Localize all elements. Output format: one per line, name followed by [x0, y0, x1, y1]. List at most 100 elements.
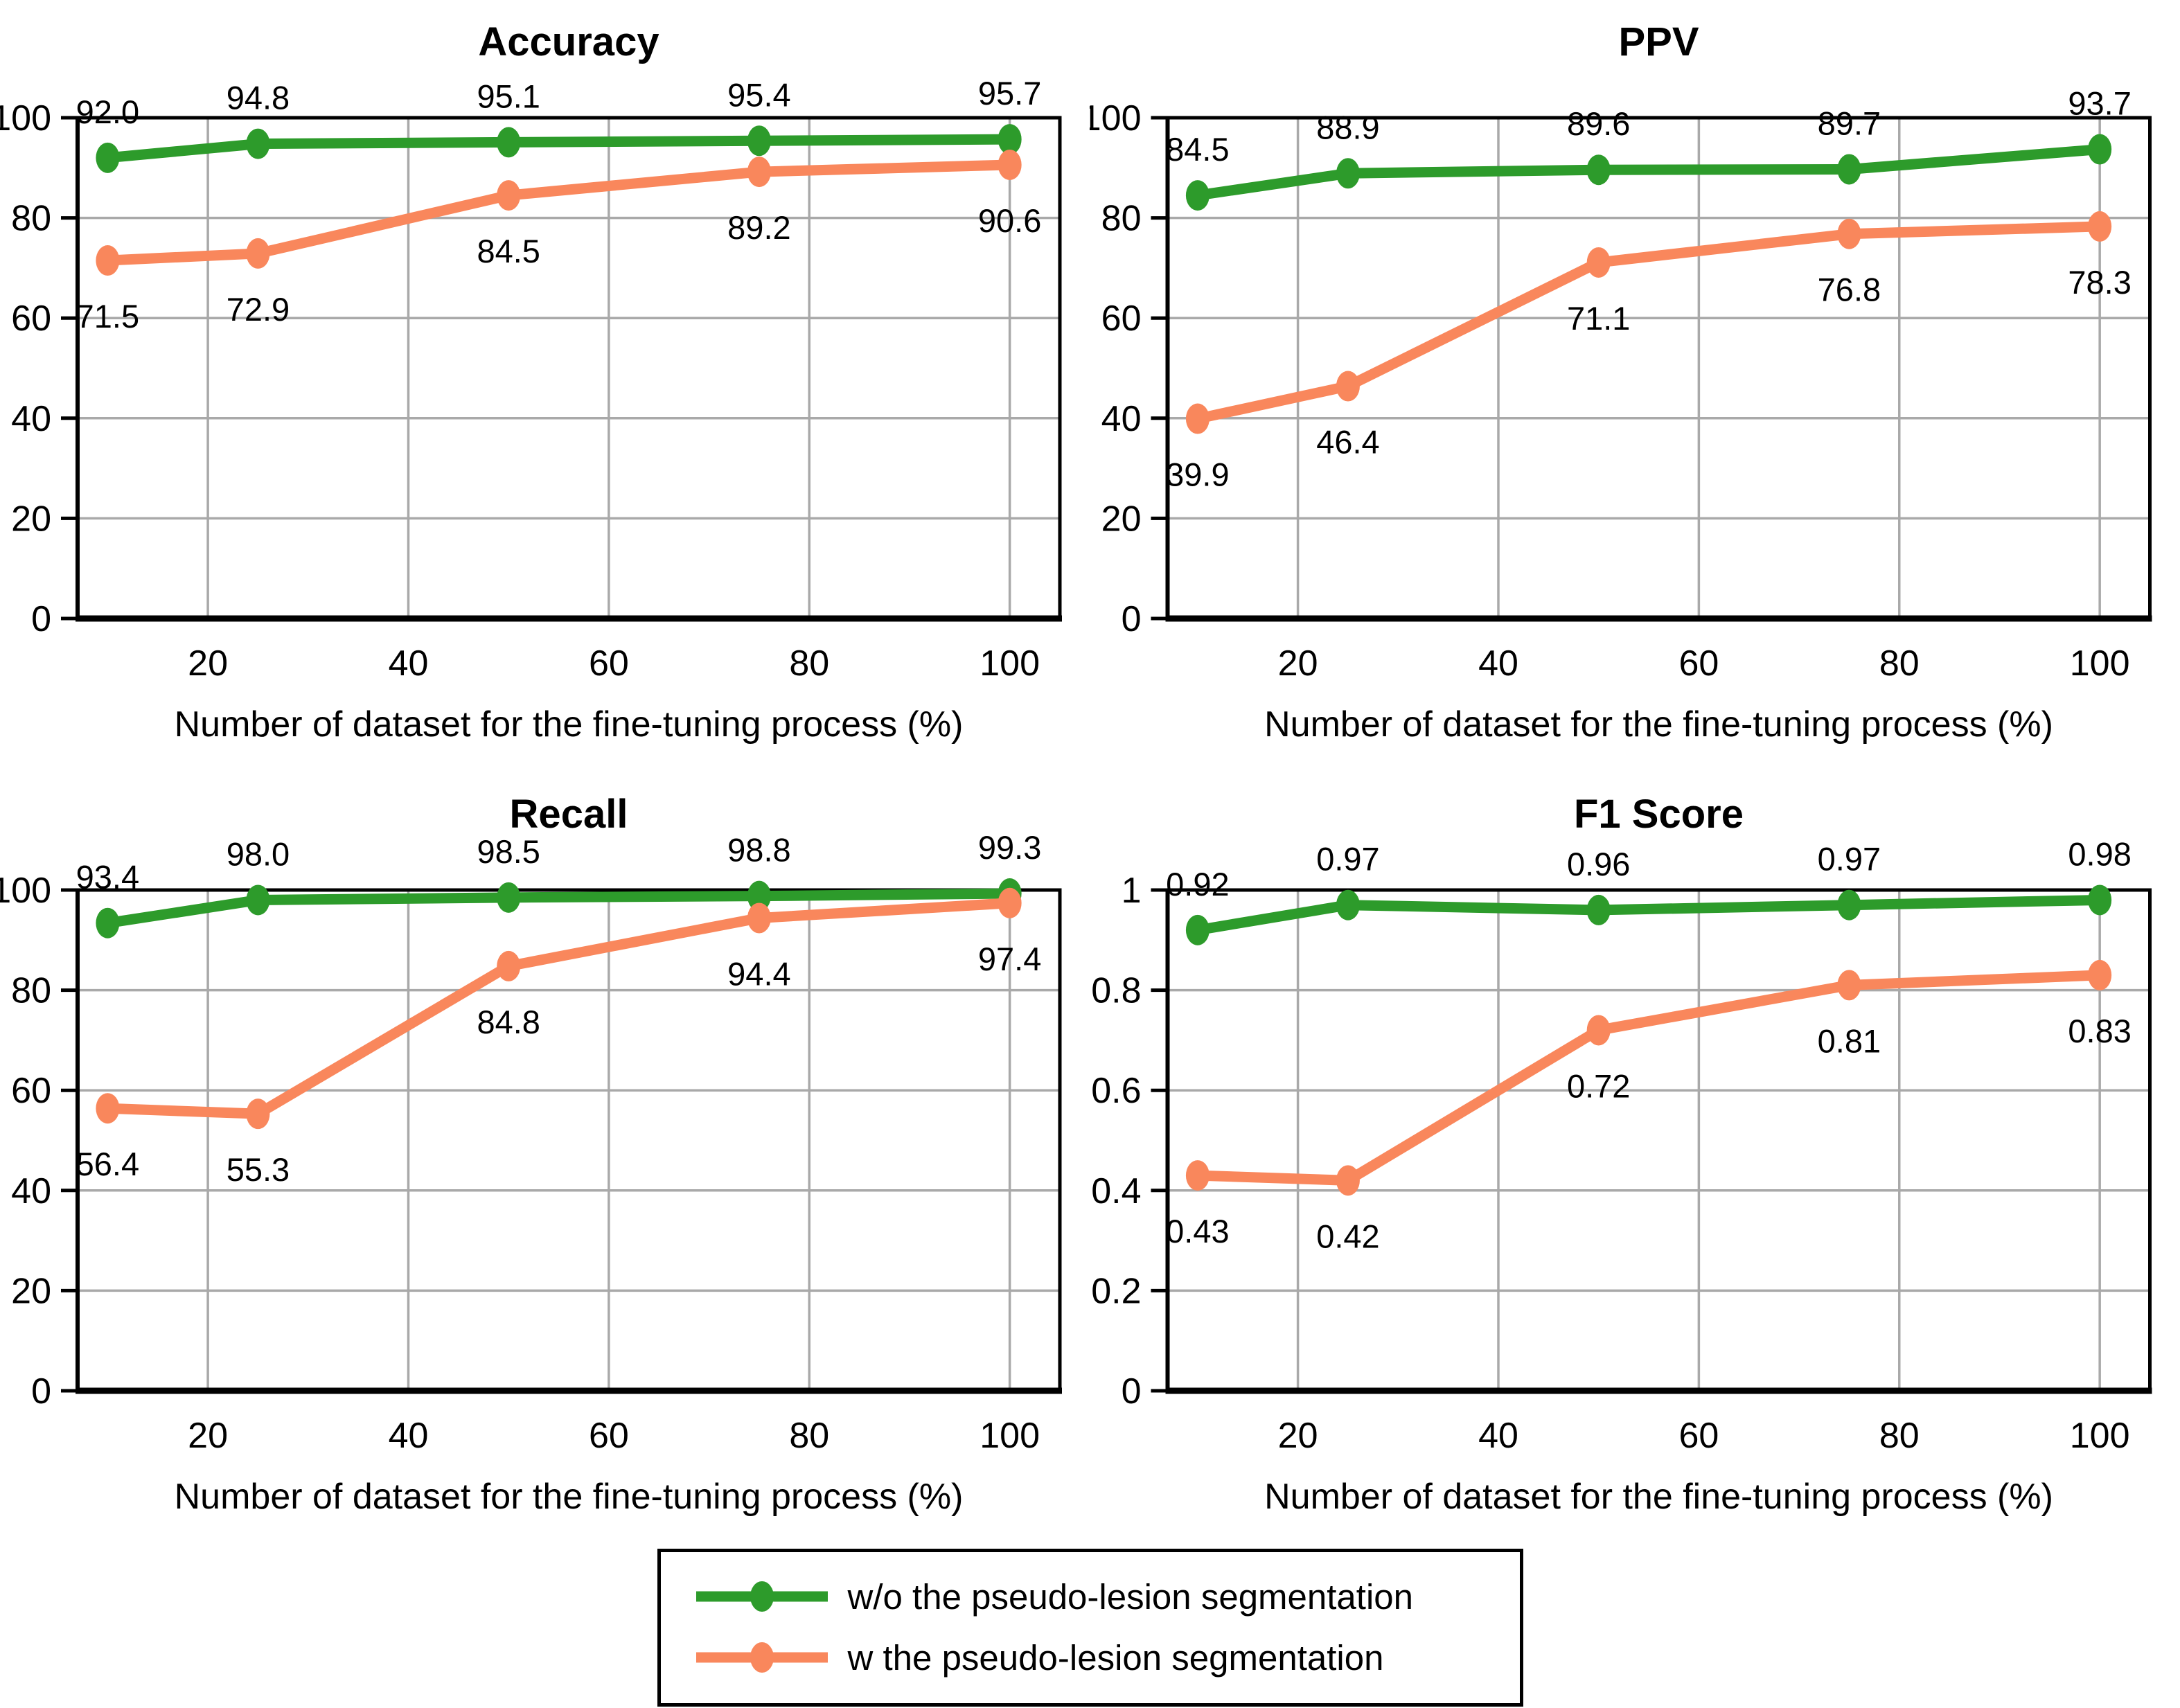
data-point-orange [1837, 218, 1861, 249]
data-label: 94.4 [727, 955, 790, 992]
y-tick-label: 40 [11, 399, 51, 439]
x-tick-label: 40 [1478, 1416, 1518, 1456]
data-label: 95.7 [978, 75, 1041, 112]
data-point-orange [747, 902, 771, 934]
x-tick-label: 100 [2070, 1416, 2130, 1456]
x-tick-label: 20 [1278, 1416, 1318, 1456]
data-label: 0.81 [1818, 1022, 1881, 1059]
data-label: 98.0 [227, 835, 290, 872]
x-axis-label: Number of dataset for the fine-tuning pr… [1264, 1477, 2053, 1517]
data-point-orange [246, 238, 270, 269]
data-label: 84.5 [477, 233, 540, 269]
data-point-orange [497, 180, 521, 211]
y-tick-label: 0.2 [1091, 1271, 1141, 1311]
data-point-orange [1837, 970, 1861, 1001]
recall-chart: 0 20 40 60 80 100 20 40 60 80 100 Recall Number of d… [0, 772, 1090, 1545]
x-tick-label: 80 [789, 1416, 829, 1456]
data-point-orange [246, 1098, 270, 1130]
x-tick-label: 20 [1278, 643, 1318, 684]
data-point-green [497, 127, 521, 158]
x-tick-label: 40 [1478, 643, 1518, 684]
data-point-green [747, 125, 771, 157]
legend-marker [750, 1642, 774, 1673]
y-tick-label: 60 [11, 1071, 51, 1111]
data-label: 92.0 [76, 94, 139, 130]
data-point-orange [998, 887, 1022, 918]
x-axis-label: Number of dataset for the fine-tuning pr… [175, 1477, 964, 1517]
x-tick-label: 60 [1678, 1416, 1719, 1456]
data-point-green [96, 142, 120, 173]
data-label: 0.72 [1567, 1067, 1630, 1104]
data-label: 89.6 [1567, 105, 1630, 142]
ppv-chart-svg: 0 20 40 60 80 100 20 40 60 80 100 PPV Number of data… [1090, 19, 2152, 745]
data-label: 99.3 [978, 829, 1041, 866]
plot-frame [1166, 888, 2152, 1393]
chart-title: Accuracy [478, 19, 659, 64]
x-tick-label: 40 [389, 1416, 429, 1456]
y-tick-label: 60 [1101, 299, 1142, 339]
data-point-green [1837, 889, 1861, 920]
data-point-green [246, 128, 270, 159]
data-label: 0.83 [2068, 1013, 2131, 1049]
y-tick-label: 0.6 [1091, 1071, 1141, 1111]
f1-score-chart: 0 0.2 0.4 0.6 0.8 1 20 40 60 80 100 F1 Score Number … [1090, 772, 2180, 1545]
data-label: 93.7 [2068, 85, 2131, 122]
charts-grid: 0 20 40 60 80 100 20 40 60 80 100 Accuracy Number of… [0, 0, 2180, 1545]
series-line-green [102, 134, 1016, 163]
x-tick-label: 20 [188, 643, 228, 684]
accuracy-chart: 0 20 40 60 80 100 20 40 60 80 100 Accuracy Number of… [0, 0, 1090, 772]
series-line-green [1192, 144, 2105, 201]
series-line-orange [102, 898, 1016, 1119]
data-point-orange [2088, 959, 2112, 990]
legend: w/o the pseudo-lesion segmentation w the… [657, 1549, 1523, 1707]
y-tick-label: 80 [11, 199, 51, 239]
data-point-orange [1586, 1015, 1611, 1046]
data-label: 39.9 [1166, 456, 1229, 493]
data-label: 56.4 [76, 1146, 139, 1182]
data-label: 76.8 [1818, 272, 1881, 308]
data-point-green [1336, 158, 1360, 189]
legend-wrap: w/o the pseudo-lesion segmentation w the… [0, 1549, 2180, 1707]
chart-title: Recall [510, 792, 628, 837]
data-label: 95.4 [727, 76, 790, 113]
legend-label: w/o the pseudo-lesion segmentation [847, 1576, 1414, 1617]
data-label: 97.4 [978, 941, 1041, 977]
data-label: 0.97 [1316, 841, 1379, 878]
x-tick-label: 80 [1879, 1416, 1920, 1456]
y-tick-label: 0 [1122, 1371, 1142, 1412]
data-label: 71.1 [1567, 300, 1630, 337]
legend-swatch-green [695, 1581, 828, 1612]
data-label: 0.98 [2068, 835, 2131, 872]
data-point-green [1336, 889, 1360, 920]
data-label: 89.7 [1818, 105, 1881, 141]
data-label: 90.6 [978, 202, 1041, 239]
x-tick-label: 80 [1879, 643, 1920, 684]
chart-title: PPV [1618, 19, 1699, 64]
x-tick-label: 100 [980, 1416, 1040, 1456]
y-tick-label: 100 [0, 871, 51, 911]
series-line-orange [1192, 221, 2105, 425]
y-tick-label: 100 [1090, 98, 1142, 139]
data-point-orange [1336, 1165, 1360, 1196]
y-tick-label: 0 [31, 1371, 51, 1412]
series-line-green [1192, 894, 2105, 936]
y-tick-label: 0.4 [1091, 1171, 1141, 1211]
x-tick-label: 80 [789, 643, 829, 684]
y-tick-label: 100 [0, 98, 51, 139]
legend-item-without-segmentation: w/o the pseudo-lesion segmentation [693, 1566, 1513, 1627]
x-tick-label: 60 [589, 643, 629, 684]
data-point-orange [747, 157, 771, 188]
data-point-orange [96, 1093, 120, 1124]
plot-frame [1166, 116, 2152, 621]
data-label: 0.92 [1166, 866, 1229, 902]
data-label: 0.43 [1166, 1213, 1229, 1249]
data-label: 98.8 [727, 832, 790, 869]
data-point-orange [1336, 371, 1360, 402]
data-point-green [497, 882, 521, 913]
legend-item-with-segmentation: w the pseudo-lesion segmentation [693, 1627, 1513, 1688]
data-label: 95.1 [477, 78, 540, 114]
data-label: 46.4 [1316, 424, 1379, 461]
x-tick-label: 60 [589, 1416, 629, 1456]
